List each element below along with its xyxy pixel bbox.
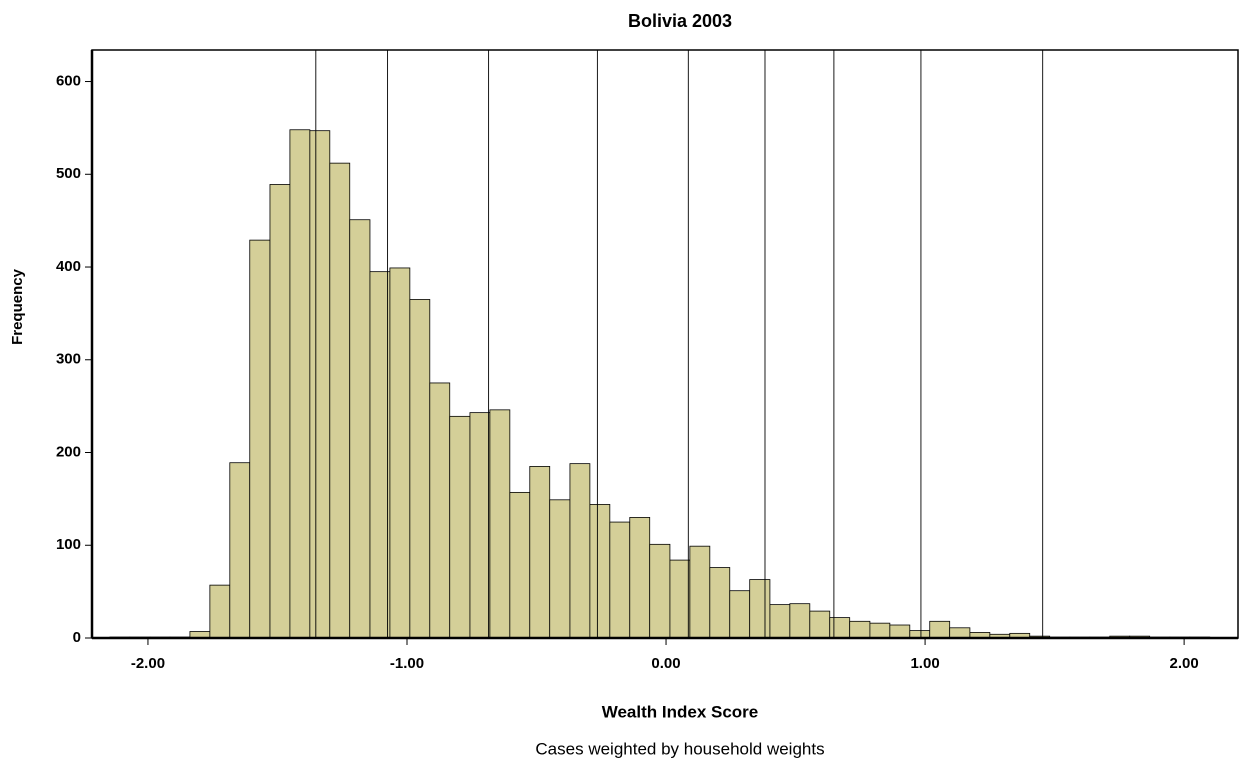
bar: [689, 545, 711, 639]
bar: [769, 604, 791, 639]
bar: [509, 491, 531, 639]
y-tick-label: 200: [56, 443, 81, 460]
bar: [569, 463, 591, 639]
y-tick-label: 0: [73, 629, 81, 646]
bar: [209, 584, 231, 639]
bar: [369, 271, 391, 639]
bar: [549, 499, 571, 639]
bar: [869, 622, 891, 639]
bar: [749, 579, 771, 639]
bar: [389, 267, 411, 639]
bar: [329, 162, 351, 639]
bar: [249, 239, 271, 639]
y-tick-label: 100: [56, 536, 81, 553]
y-tick-label: 400: [56, 258, 81, 275]
bar: [429, 382, 451, 639]
bar: [809, 610, 831, 639]
bar: [669, 559, 691, 639]
y-axis-label: Frequency: [9, 268, 26, 345]
bar: [449, 415, 471, 639]
x-tick-label: -2.00: [131, 655, 165, 672]
bar: [829, 617, 851, 639]
footnote: Cases weighted by household weights: [535, 739, 824, 758]
bar: [309, 130, 331, 639]
bar: [629, 517, 651, 639]
y-tick-label: 300: [56, 351, 81, 368]
x-tick-label: 2.00: [1170, 655, 1199, 672]
y-tick-label: 500: [56, 165, 81, 182]
bar: [729, 590, 751, 639]
x-tick-label: 1.00: [910, 655, 939, 672]
chart-title: Bolivia 2003: [628, 11, 732, 31]
x-tick-label: -1.00: [390, 655, 424, 672]
bar: [949, 627, 971, 639]
bar: [609, 521, 631, 639]
bar: [929, 620, 951, 639]
bar: [889, 624, 911, 639]
bar: [269, 184, 291, 639]
bar: [409, 299, 431, 639]
bar: [529, 466, 551, 639]
bar: [649, 543, 671, 639]
x-axis-label: Wealth Index Score: [602, 702, 759, 721]
bar: [489, 409, 511, 639]
bar: [789, 603, 811, 639]
x-tick-label: 0.00: [651, 655, 680, 672]
bar: [709, 567, 731, 639]
y-tick-label: 600: [56, 73, 81, 90]
bar: [589, 504, 611, 639]
bar: [289, 129, 311, 639]
bar: [849, 620, 871, 639]
bar: [469, 412, 491, 639]
bar: [229, 462, 251, 639]
bar: [349, 219, 371, 639]
